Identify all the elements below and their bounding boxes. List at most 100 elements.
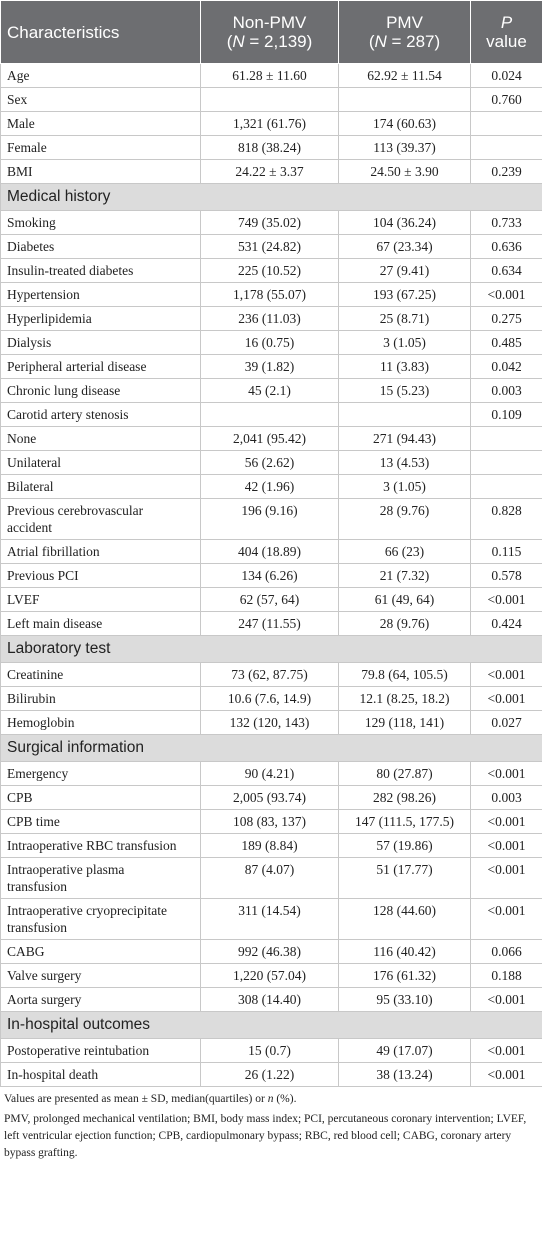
cell: 15 (0.7) xyxy=(200,1038,339,1063)
header-sub: = 287) xyxy=(386,32,441,51)
row-label: CABG xyxy=(0,939,201,964)
cell: 42 (1.96) xyxy=(200,474,339,499)
section-title: Medical history xyxy=(0,183,542,211)
table: Characteristics Non-PMV (N = 2,139) PMV (N… xyxy=(0,0,542,1087)
row-label: Carotid artery stenosis xyxy=(0,402,201,427)
section-row: Laboratory test xyxy=(0,635,542,663)
row-label: Intraoperative plasma transfusion xyxy=(0,857,201,899)
cell: 225 (10.52) xyxy=(200,258,339,283)
header-title: value xyxy=(486,32,527,51)
table-row: Sex 0.760 xyxy=(0,87,542,112)
section-title: Surgical information xyxy=(0,734,542,762)
row-label: None xyxy=(0,426,201,451)
row-label: CPB xyxy=(0,785,201,810)
row-label: Postoperative reintubation xyxy=(0,1038,201,1063)
header-title: PMV xyxy=(386,13,423,32)
row-label: Dialysis xyxy=(0,330,201,355)
row-label: Unilateral xyxy=(0,450,201,475)
cell: 79.8 (64, 105.5) xyxy=(338,662,471,687)
cell: 1,220 (57.04) xyxy=(200,963,339,988)
cell: 282 (98.26) xyxy=(338,785,471,810)
row-label: Bilirubin xyxy=(0,686,201,711)
cell: <0.001 xyxy=(470,1062,542,1087)
row-label: Hyperlipidemia xyxy=(0,306,201,331)
row-label: Insulin-treated diabetes xyxy=(0,258,201,283)
header-cell: PMV (N = 287) xyxy=(338,0,471,64)
row-label: Previous cerebrovascular accident xyxy=(0,498,201,540)
cell: 0.188 xyxy=(470,963,542,988)
cell: 0.003 xyxy=(470,785,542,810)
table-body: Age 61.28 ± 11.60 62.92 ± 11.54 0.024 Sex 0.7… xyxy=(0,63,542,1087)
row-label: Chronic lung disease xyxy=(0,378,201,403)
section-row: In-hospital outcomes xyxy=(0,1011,542,1039)
row-label: Hemoglobin xyxy=(0,710,201,735)
cell xyxy=(470,474,542,499)
table-row: BMI 24.22 ± 3.37 24.50 ± 3.90 0.239 xyxy=(0,159,542,184)
table-row: CPB time 108 (83, 137) 147 (111.5, 177.5) <… xyxy=(0,809,542,834)
cell: 0.485 xyxy=(470,330,542,355)
table-row: Intraoperative plasma transfusion 87 (4.0… xyxy=(0,857,542,899)
cell: 176 (61.32) xyxy=(338,963,471,988)
table-row: Atrial fibrillation 404 (18.89) 66 (23) 0.1… xyxy=(0,539,542,564)
cell xyxy=(338,87,471,112)
table-row: Female 818 (38.24) 113 (39.37) xyxy=(0,135,542,160)
cell: 26 (1.22) xyxy=(200,1062,339,1087)
cell: 236 (11.03) xyxy=(200,306,339,331)
cell: 11 (3.83) xyxy=(338,354,471,379)
table-row: Intraoperative RBC transfusion 189 (8.84)… xyxy=(0,833,542,858)
footnote: PMV, prolonged mechanical ventilation; B… xyxy=(4,1113,527,1159)
table-row: None 2,041 (95.42) 271 (94.43) xyxy=(0,426,542,451)
cell: <0.001 xyxy=(470,833,542,858)
cell: 87 (4.07) xyxy=(200,857,339,899)
table-row: Aorta surgery 308 (14.40) 95 (33.10) <0.001 xyxy=(0,987,542,1012)
header-sub: N xyxy=(232,32,245,51)
row-label: Peripheral arterial disease xyxy=(0,354,201,379)
cell: 38 (13.24) xyxy=(338,1062,471,1087)
cell: 1,178 (55.07) xyxy=(200,282,339,307)
table-row: Previous PCI 134 (6.26) 21 (7.32) 0.578 xyxy=(0,563,542,588)
row-label: Male xyxy=(0,111,201,136)
cell: 57 (19.86) xyxy=(338,833,471,858)
header-sub: ( xyxy=(226,32,233,51)
cell: 0.109 xyxy=(470,402,542,427)
table-row: Dialysis 16 (0.75) 3 (1.05) 0.485 xyxy=(0,330,542,355)
table-row: Male 1,321 (61.76) 174 (60.63) xyxy=(0,111,542,136)
cell: 193 (67.25) xyxy=(338,282,471,307)
cell: 189 (8.84) xyxy=(200,833,339,858)
row-label: Creatinine xyxy=(0,662,201,687)
cell: 0.424 xyxy=(470,611,542,636)
cell: 0.275 xyxy=(470,306,542,331)
cell: 749 (35.02) xyxy=(200,210,339,235)
table-row: Diabetes 531 (24.82) 67 (23.34) 0.636 xyxy=(0,234,542,259)
cell: 12.1 (8.25, 18.2) xyxy=(338,686,471,711)
cell: 271 (94.43) xyxy=(338,426,471,451)
cell: <0.001 xyxy=(470,761,542,786)
table-header: Characteristics Non-PMV (N = 2,139) PMV (N… xyxy=(0,0,542,64)
header-sub: ( xyxy=(368,32,375,51)
cell: <0.001 xyxy=(470,857,542,899)
cell: 0.066 xyxy=(470,939,542,964)
cell: 147 (111.5, 177.5) xyxy=(338,809,471,834)
cell: 90 (4.21) xyxy=(200,761,339,786)
cell: 128 (44.60) xyxy=(338,898,471,940)
header-sub: N xyxy=(374,32,387,51)
table-row: Carotid artery stenosis 0.109 xyxy=(0,402,542,427)
table-row: LVEF 62 (57, 64) 61 (49, 64) <0.001 xyxy=(0,587,542,612)
cell: 21 (7.32) xyxy=(338,563,471,588)
cell xyxy=(470,426,542,451)
cell xyxy=(470,111,542,136)
cell: 28 (9.76) xyxy=(338,498,471,540)
table-row: Hypertension 1,178 (55.07) 193 (67.25) <0.0… xyxy=(0,282,542,307)
table-row: Chronic lung disease 45 (2.1) 15 (5.23) 0.0… xyxy=(0,378,542,403)
section-row: Medical history xyxy=(0,183,542,211)
cell: 61 (49, 64) xyxy=(338,587,471,612)
table-row: Bilirubin 10.6 (7.6, 14.9) 12.1 (8.25, 18.… xyxy=(0,686,542,711)
footnotes: Values are presented as mean ± SD, media… xyxy=(0,1087,542,1162)
cell xyxy=(200,402,339,427)
row-label: Emergency xyxy=(0,761,201,786)
cell: 132 (120, 143) xyxy=(200,710,339,735)
cell: 24.22 ± 3.37 xyxy=(200,159,339,184)
header-cell: Characteristics xyxy=(0,0,201,64)
header-row: Characteristics Non-PMV (N = 2,139) PMV (N… xyxy=(0,0,542,64)
